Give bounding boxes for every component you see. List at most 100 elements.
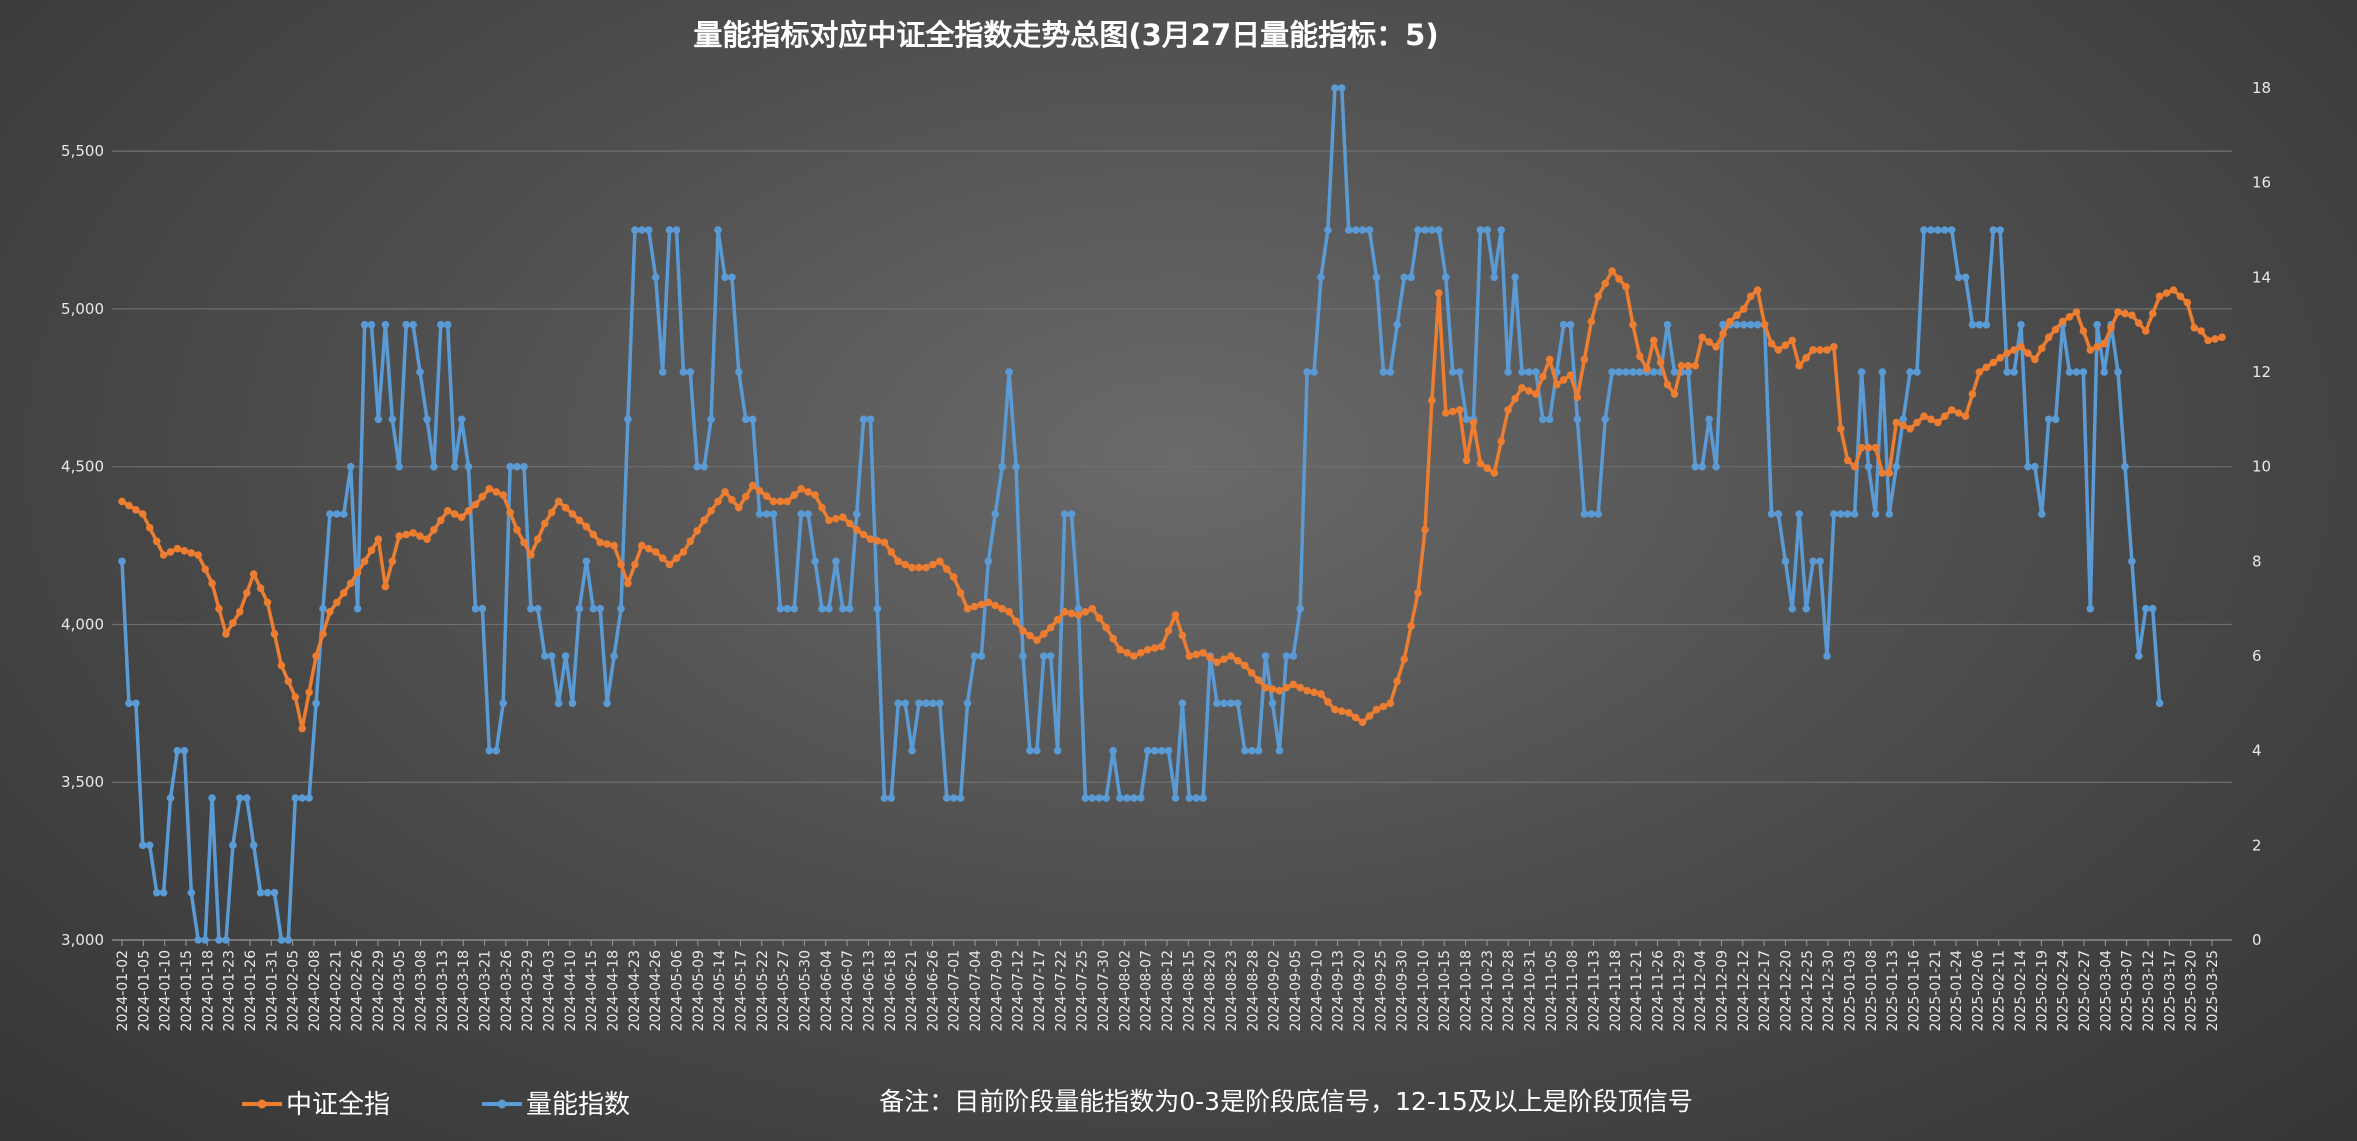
x-tick-label: 2024-05-14 — [712, 950, 728, 1031]
data-point — [1941, 226, 1949, 234]
x-tick-label: 2025-03-07 — [2120, 950, 2136, 1031]
data-point — [1137, 649, 1145, 657]
data-point — [852, 510, 861, 518]
x-tick-label: 2024-10-10 — [1416, 950, 1432, 1031]
x-tick-label: 2025-01-16 — [1906, 950, 1922, 1031]
data-point — [1490, 469, 1499, 477]
data-point — [1372, 705, 1381, 714]
data-point — [1241, 661, 1249, 670]
x-tick-label: 2024-08-12 — [1160, 950, 1176, 1031]
data-point — [845, 519, 854, 528]
data-point — [894, 557, 902, 566]
data-point — [1261, 683, 1270, 692]
x-tick-label: 2024-09-10 — [1309, 950, 1325, 1031]
data-point — [1109, 634, 1117, 643]
data-point — [1220, 655, 1228, 663]
data-point — [1324, 698, 1332, 706]
data-point — [1275, 746, 1284, 755]
data-point — [1504, 368, 1512, 376]
y-right-tick-label: 0 — [2252, 931, 2262, 949]
x-tick-label: 2025-02-06 — [1970, 950, 1986, 1031]
data-point — [1552, 380, 1561, 389]
data-point — [291, 693, 300, 701]
data-point — [1331, 84, 1339, 92]
data-point — [603, 699, 611, 708]
data-point — [1442, 273, 1450, 282]
data-point — [1663, 320, 1672, 329]
data-point — [832, 557, 840, 566]
data-point — [554, 699, 563, 708]
data-point — [263, 888, 272, 897]
data-point — [1040, 630, 1048, 638]
x-tick-label: 2024-12-25 — [1800, 950, 1816, 1031]
data-point — [1532, 390, 1540, 398]
data-point — [1934, 226, 1942, 234]
data-point — [1927, 415, 1935, 424]
data-point — [1199, 649, 1207, 657]
data-point — [1594, 510, 1602, 518]
data-point — [1407, 273, 1415, 282]
data-point — [624, 415, 632, 424]
x-tick-label: 2025-01-03 — [1842, 950, 1858, 1031]
data-point — [2114, 368, 2122, 376]
data-point — [1982, 363, 1991, 372]
data-point — [1774, 510, 1783, 518]
data-point — [464, 507, 473, 515]
data-point — [1975, 368, 1984, 376]
data-point — [949, 573, 958, 581]
data-point — [1123, 794, 1131, 802]
data-point — [1996, 226, 2004, 234]
data-point — [1254, 746, 1263, 755]
data-point — [277, 936, 286, 944]
x-tick-label: 2024-07-09 — [989, 950, 1005, 1031]
x-tick-label: 2024-04-26 — [648, 950, 664, 1031]
data-point — [1774, 346, 1783, 354]
y-right-tick-label: 2 — [2252, 836, 2262, 854]
data-point — [139, 841, 147, 850]
data-point — [1573, 393, 1582, 402]
data-point — [1261, 652, 1270, 660]
data-point — [492, 488, 501, 496]
data-point — [1954, 273, 1963, 282]
data-point — [1587, 510, 1596, 518]
data-point — [1033, 746, 1041, 755]
data-point — [1559, 320, 1568, 329]
x-tick-label: 2024-07-25 — [1075, 950, 1091, 1031]
data-point — [1837, 425, 1845, 433]
data-point — [1698, 462, 1706, 471]
data-point — [575, 604, 584, 613]
data-point — [1518, 384, 1526, 392]
data-point — [832, 514, 840, 523]
data-point — [1386, 368, 1395, 376]
data-point — [1220, 699, 1228, 708]
data-point — [2058, 317, 2067, 326]
x-tick-label: 2024-07-17 — [1032, 950, 1048, 1031]
data-point — [1081, 794, 1090, 802]
x-tick-label: 2024-07-04 — [968, 950, 984, 1031]
data-point — [1448, 368, 1457, 376]
data-point — [908, 563, 916, 572]
data-point — [326, 510, 334, 518]
data-point — [1816, 346, 1824, 354]
data-point — [1372, 273, 1381, 282]
data-point — [1996, 354, 2004, 362]
data-point — [769, 497, 778, 506]
data-point — [1580, 355, 1589, 364]
data-point — [742, 492, 750, 501]
data-point — [1795, 361, 1803, 370]
data-point — [1795, 510, 1803, 518]
data-point — [1539, 415, 1547, 424]
data-point — [1878, 469, 1887, 477]
data-point — [2051, 415, 2060, 424]
data-point — [1698, 333, 1706, 342]
x-tick-label: 2024-01-15 — [179, 950, 195, 1031]
data-point — [2072, 308, 2081, 316]
data-point — [1476, 226, 1485, 234]
data-point — [776, 497, 785, 506]
data-point — [1746, 320, 1755, 329]
data-point — [1241, 746, 1249, 755]
data-point — [118, 497, 126, 506]
data-point — [513, 462, 521, 471]
data-point — [1545, 355, 1554, 364]
data-point — [2024, 349, 2032, 357]
